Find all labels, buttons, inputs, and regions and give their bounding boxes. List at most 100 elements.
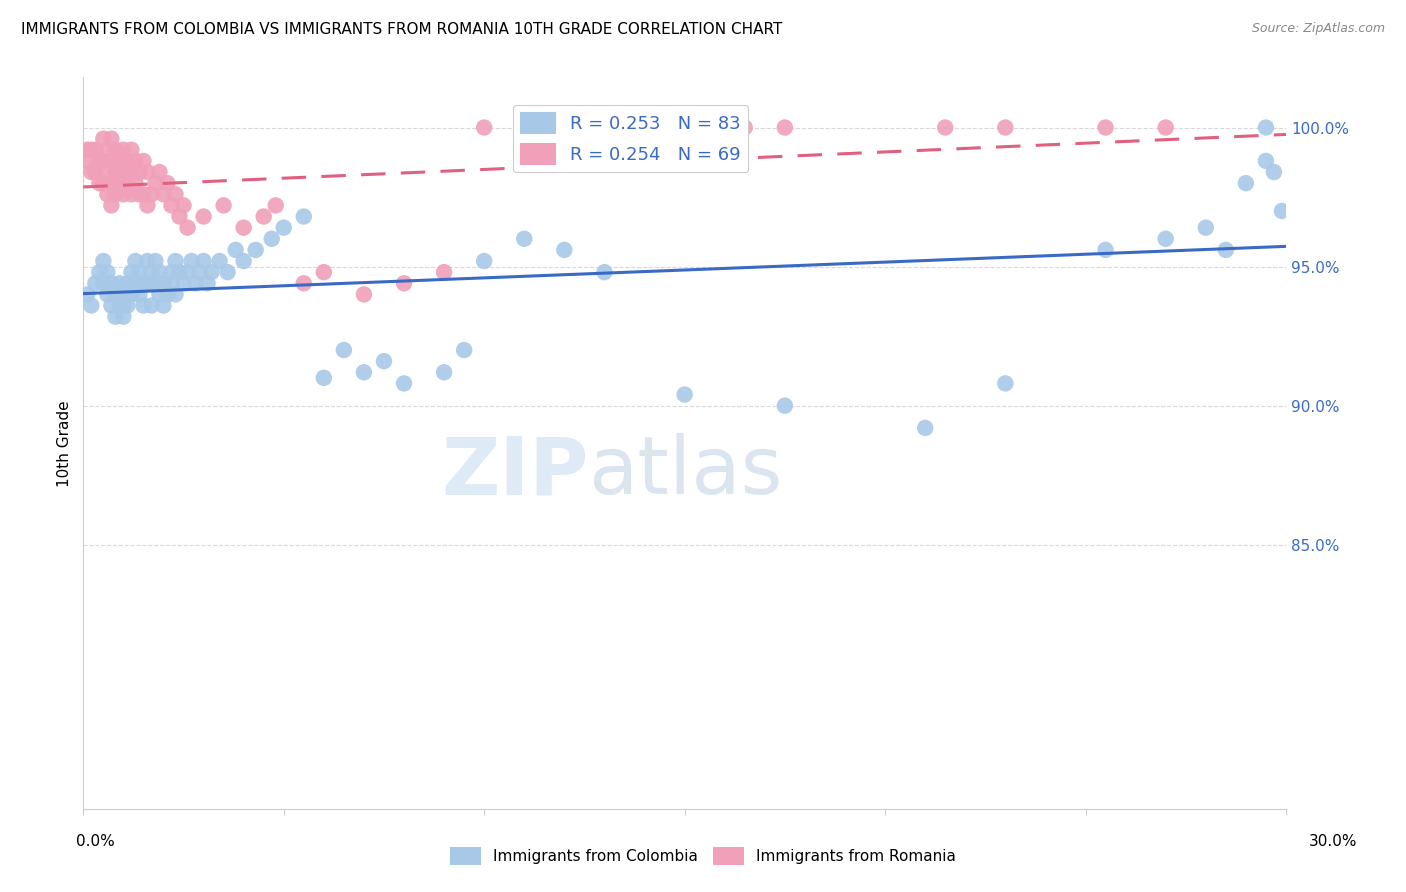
Point bbox=[124, 176, 146, 190]
Point bbox=[120, 165, 142, 179]
Point bbox=[120, 143, 142, 157]
Point bbox=[145, 176, 167, 190]
Point bbox=[80, 165, 103, 179]
Point bbox=[553, 120, 575, 135]
Point bbox=[89, 265, 111, 279]
Point bbox=[1154, 232, 1177, 246]
Point bbox=[1195, 220, 1218, 235]
Point bbox=[197, 277, 219, 291]
Point bbox=[232, 254, 254, 268]
Point bbox=[104, 310, 127, 324]
Point bbox=[91, 254, 114, 268]
Point bbox=[112, 310, 135, 324]
Y-axis label: 10th Grade: 10th Grade bbox=[58, 400, 72, 486]
Point bbox=[100, 131, 122, 145]
Point bbox=[128, 265, 150, 279]
Point bbox=[169, 210, 191, 224]
Point bbox=[173, 198, 195, 212]
Point bbox=[132, 277, 155, 291]
Point bbox=[112, 287, 135, 301]
Point bbox=[117, 299, 139, 313]
Point bbox=[132, 299, 155, 313]
Point bbox=[136, 277, 159, 291]
Point bbox=[176, 220, 198, 235]
Point bbox=[84, 143, 107, 157]
Point bbox=[176, 265, 198, 279]
Point bbox=[104, 187, 127, 202]
Point bbox=[312, 371, 335, 385]
Point bbox=[180, 254, 202, 268]
Point bbox=[145, 254, 167, 268]
Point bbox=[112, 299, 135, 313]
Point bbox=[100, 198, 122, 212]
Point bbox=[132, 187, 155, 202]
Point bbox=[96, 265, 118, 279]
Point bbox=[100, 277, 122, 291]
Point bbox=[593, 265, 616, 279]
Point bbox=[128, 287, 150, 301]
Point bbox=[96, 165, 118, 179]
Point bbox=[333, 343, 356, 357]
Point bbox=[193, 210, 215, 224]
Point bbox=[1234, 176, 1257, 190]
Point bbox=[472, 254, 495, 268]
Point bbox=[165, 287, 187, 301]
Point bbox=[264, 198, 287, 212]
Point bbox=[433, 265, 456, 279]
Point bbox=[1263, 165, 1285, 179]
Point bbox=[208, 254, 231, 268]
Point bbox=[212, 198, 235, 212]
Point bbox=[124, 254, 146, 268]
Point bbox=[472, 120, 495, 135]
Point bbox=[117, 153, 139, 168]
Point bbox=[453, 343, 475, 357]
Point bbox=[145, 277, 167, 291]
Point bbox=[1094, 120, 1116, 135]
Point bbox=[148, 165, 170, 179]
Point bbox=[108, 176, 131, 190]
Point bbox=[76, 287, 98, 301]
Text: Source: ZipAtlas.com: Source: ZipAtlas.com bbox=[1251, 22, 1385, 36]
Point bbox=[100, 176, 122, 190]
Point bbox=[80, 299, 103, 313]
Point bbox=[128, 187, 150, 202]
Text: IMMIGRANTS FROM COLOMBIA VS IMMIGRANTS FROM ROMANIA 10TH GRADE CORRELATION CHART: IMMIGRANTS FROM COLOMBIA VS IMMIGRANTS F… bbox=[21, 22, 783, 37]
Point bbox=[260, 232, 283, 246]
Point bbox=[225, 243, 247, 257]
Point bbox=[253, 210, 276, 224]
Point bbox=[1271, 203, 1294, 218]
Point bbox=[553, 243, 575, 257]
Point bbox=[193, 254, 215, 268]
Point bbox=[914, 421, 936, 435]
Point bbox=[84, 277, 107, 291]
Point bbox=[132, 153, 155, 168]
Point bbox=[91, 153, 114, 168]
Point bbox=[373, 354, 395, 368]
Point bbox=[773, 399, 796, 413]
Point bbox=[141, 187, 163, 202]
Point bbox=[312, 265, 335, 279]
Point bbox=[165, 187, 187, 202]
Point bbox=[513, 232, 536, 246]
Point bbox=[232, 220, 254, 235]
Point bbox=[128, 165, 150, 179]
Point bbox=[117, 176, 139, 190]
Text: atlas: atlas bbox=[589, 434, 783, 511]
Point bbox=[96, 143, 118, 157]
Point bbox=[108, 299, 131, 313]
Point bbox=[934, 120, 956, 135]
Point bbox=[693, 120, 716, 135]
Point bbox=[120, 265, 142, 279]
Point bbox=[136, 254, 159, 268]
Point bbox=[169, 265, 191, 279]
Point bbox=[120, 287, 142, 301]
Point bbox=[124, 153, 146, 168]
Point bbox=[108, 153, 131, 168]
Point bbox=[96, 187, 118, 202]
Point bbox=[160, 198, 183, 212]
Point bbox=[165, 254, 187, 268]
Point bbox=[173, 277, 195, 291]
Point bbox=[1254, 120, 1277, 135]
Text: 0.0%: 0.0% bbox=[76, 834, 115, 848]
Point bbox=[76, 143, 98, 157]
